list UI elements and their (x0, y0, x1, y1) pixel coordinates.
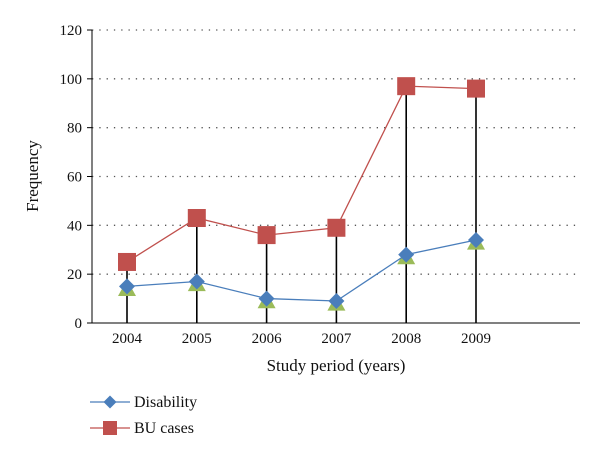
x-axis-ticks: 2004 2005 2006 2007 2008 2009 (112, 331, 491, 347)
series-line (126, 85, 477, 263)
gridlines (92, 29, 580, 275)
square-marker (187, 209, 206, 228)
x-tick-label: 2007 (321, 331, 352, 347)
square-marker (103, 421, 117, 435)
x-tick-label: 2008 (391, 331, 421, 347)
legend-label: BU cases (134, 420, 194, 437)
series-line (126, 239, 477, 302)
square-marker (467, 79, 485, 98)
square-marker (397, 77, 416, 96)
y-tick-label: 120 (60, 23, 83, 39)
diamond-marker (119, 278, 135, 295)
y-axis-title: Frequency (23, 140, 42, 212)
square-marker (327, 218, 346, 237)
series-bu-cases (118, 77, 485, 271)
y-tick-label: 40 (67, 218, 82, 234)
legend: Disability BU cases (90, 394, 197, 437)
square-marker (257, 226, 276, 245)
x-tick-label: 2009 (461, 331, 491, 347)
legend-item: Disability (90, 394, 197, 411)
y-tick-label: 60 (67, 170, 82, 186)
diamond-marker (468, 231, 484, 248)
diamond-marker (398, 246, 415, 263)
x-axis-title: Study period (years) (267, 356, 406, 375)
y-tick-label: 20 (67, 267, 82, 283)
x-tick-label: 2004 (112, 331, 143, 347)
x-tick-label: 2005 (182, 331, 212, 347)
y-axis-ticks: 0 20 40 60 80 100 120 (60, 23, 92, 332)
series-disability (119, 231, 484, 310)
diamond-marker (103, 395, 117, 409)
legend-label: Disability (134, 394, 197, 411)
square-marker (118, 252, 136, 271)
y-tick-label: 100 (60, 72, 83, 88)
diamond-marker (258, 290, 275, 307)
diamond-marker (328, 293, 345, 310)
x-tick-label: 2006 (252, 331, 283, 347)
diamond-marker (188, 273, 205, 290)
series-unlabeled-2 (118, 233, 485, 311)
y-tick-label: 80 (67, 121, 82, 137)
legend-item: BU cases (90, 420, 194, 437)
drop-lines (126, 86, 477, 323)
y-tick-label: 0 (75, 316, 83, 332)
series-group (118, 77, 485, 311)
